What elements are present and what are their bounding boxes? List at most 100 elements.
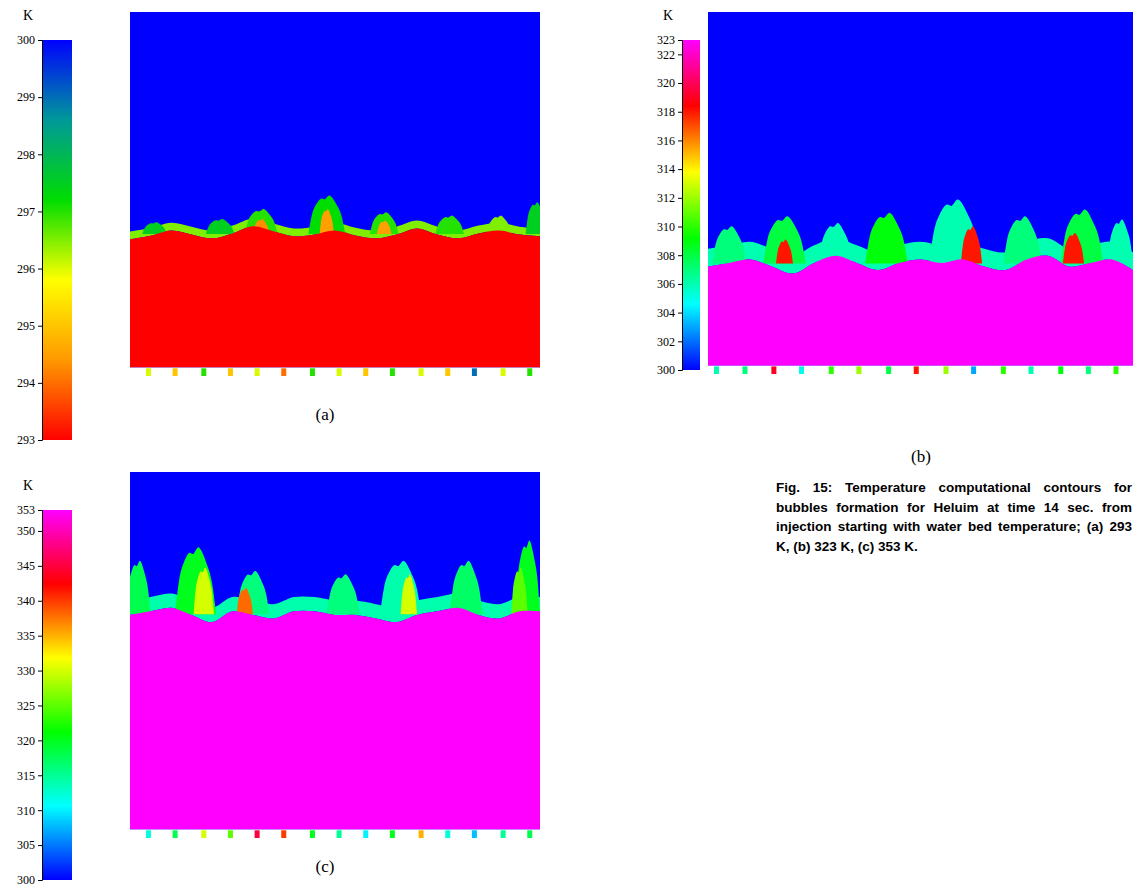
nozzle [856,366,861,374]
nozzle [1001,366,1006,374]
nozzle [281,830,286,838]
nozzle [146,368,151,376]
nozzle [255,368,260,376]
colorbar-title: K [23,8,33,23]
plume [763,216,806,263]
colorbar-title: K [23,478,33,493]
nozzle [201,830,206,838]
colorbar-tick-label: 300 [657,363,675,377]
colorbar-tick-label: 340 [17,594,35,608]
colorbar-tick-label: 335 [17,629,35,643]
colorbar-tick-label: 298 [17,148,35,162]
colorbar-tick: 310 [17,804,42,818]
colorbar-tick-mark [678,112,682,113]
contour-plot [130,472,540,838]
colorbar-tick: 320 [657,76,682,90]
plume [961,226,982,263]
colorbar-tick-label: 304 [657,306,675,320]
colorbar-tick: 294 [17,376,42,390]
contour-plot [708,12,1133,374]
colorbar-tick-mark [678,370,682,371]
colorbar-tick: 299 [17,90,42,104]
colorbar-tick: 353 [17,503,42,517]
colorbar-tick: 300 [17,33,42,47]
colorbar-tick-label: 300 [17,873,35,887]
caption: Fig. 15: Temperature computational conto… [776,478,1132,556]
nozzle [363,830,368,838]
nozzle [337,368,342,376]
colorbar-tick-label: 310 [17,804,35,818]
colorbar-tick: 330 [17,664,42,678]
plume [237,588,253,614]
colorbar-tick-label: 322 [657,48,675,62]
nozzle [914,366,919,374]
nozzle [1114,366,1119,374]
colorbar-tick-label: 293 [17,433,35,447]
colorbar-tick-mark [38,326,42,327]
colorbar-tick-mark [38,775,42,776]
nozzle [255,830,260,838]
nozzle [472,830,477,838]
colorbar-axis-line [38,511,43,881]
colorbar-axis-line [678,41,683,371]
colorbar-tick-mark [38,269,42,270]
colorbar-tick-label: 302 [657,335,675,349]
nozzle [310,830,315,838]
colorbar-tick-mark [678,227,682,228]
colorbar [42,40,72,440]
colorbar-tick-label: 294 [17,376,35,390]
colorbar-tick-label: 310 [657,220,675,234]
colorbar-tick: 312 [657,191,682,205]
colorbar-tick-mark [678,140,682,141]
nozzle [445,830,450,838]
colorbar-axis: 300302304306308310312314316318320322323 [657,33,683,377]
colorbar-tick-label: 300 [17,33,35,47]
colorbar-tick: 296 [17,262,42,276]
colorbar-tick: 300 [17,873,42,887]
colorbar-tick: 297 [17,205,42,219]
plume [450,561,483,614]
colorbar-tick-mark [38,510,42,511]
colorbar-tick-mark [38,440,42,441]
colorbar-tick: 335 [17,629,42,643]
colorbar-tick-label: 296 [17,262,35,276]
nozzle [771,366,776,374]
colorbar-tick: 308 [657,249,682,263]
plume [1063,233,1084,264]
nozzle [886,366,891,374]
colorbar-tick-mark [38,211,42,212]
colorbar-tick-mark [678,198,682,199]
plume [377,221,391,234]
nozzle [419,368,424,376]
liquid-bed [130,226,540,367]
colorbar-axis: 300305310315320325330335340345350353 [17,503,43,887]
nozzle [1086,366,1091,374]
nozzle [146,830,151,838]
nozzle [390,368,395,376]
nozzle [281,368,286,376]
nozzle [501,368,506,376]
colorbar-tick-label: 320 [17,734,35,748]
plume [206,219,235,234]
panel-label: (b) [911,447,931,466]
figure: 293294295296297298299300K(a)300302304306… [0,0,1138,893]
nozzle [419,830,424,838]
colorbar-tick-mark [38,566,42,567]
colorbar-tick-label: 314 [657,162,675,176]
colorbar-tick-mark [678,40,682,41]
colorbar-tick: 293 [17,433,42,447]
nozzle [944,366,949,374]
plume [401,574,417,614]
colorbar-tick-mark [38,880,42,881]
colorbar-tick-label: 299 [17,90,35,104]
plume [175,547,216,614]
plume [776,240,793,264]
plume [237,571,270,614]
colorbar-tick: 306 [657,277,682,291]
colorbar-tick-mark [678,83,682,84]
colorbar-tick-mark [678,284,682,285]
colorbar-tick-label: 345 [17,559,35,573]
colorbar-tick-label: 305 [17,838,35,852]
nozzle [1058,366,1063,374]
colorbar-tick: 322 [657,48,682,62]
